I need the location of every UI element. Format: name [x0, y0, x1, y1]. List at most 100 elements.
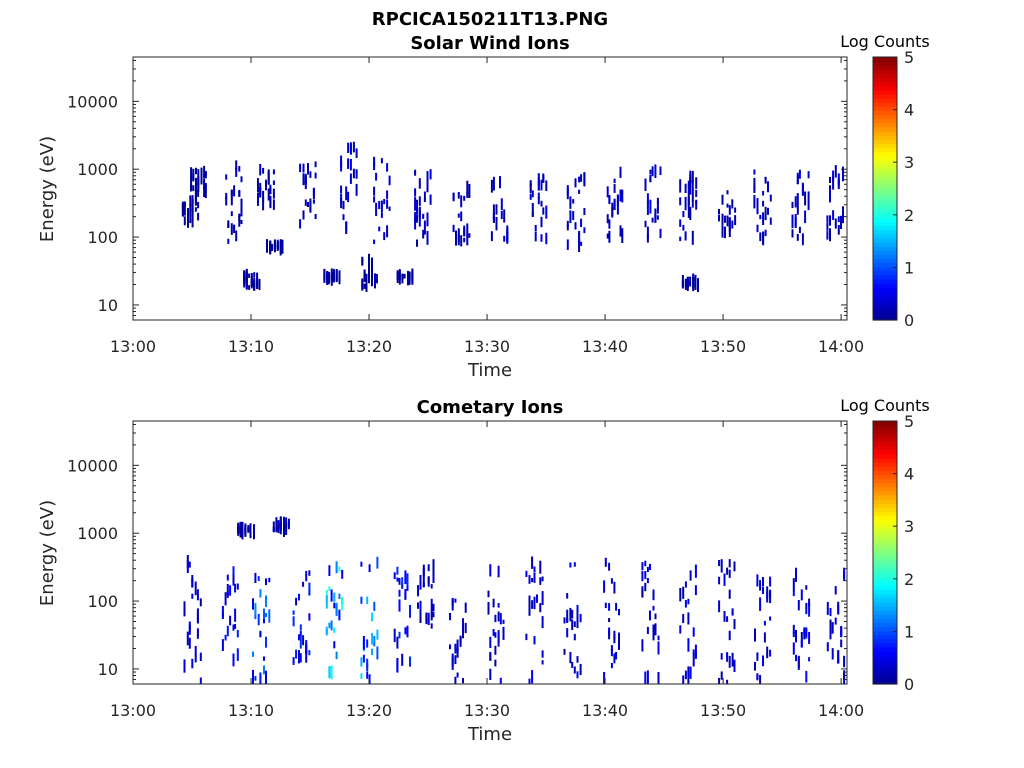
heatmap-cell [430, 623, 433, 629]
heatmap-cell [259, 187, 262, 198]
heatmap-cell [692, 277, 695, 289]
heatmap-cell [196, 608, 199, 623]
heatmap-cell [427, 564, 430, 572]
heatmap-cell [460, 195, 463, 208]
heatmap-cell [615, 651, 618, 660]
heatmap-cell [375, 273, 378, 283]
heatmap-cell [541, 660, 544, 665]
heatmap-cell [191, 195, 194, 200]
heatmap-cell [689, 276, 692, 284]
heatmap-cell [368, 564, 371, 572]
heatmap-cell [692, 649, 695, 654]
heatmap-cell [489, 636, 492, 648]
heatmap-cell [203, 185, 206, 198]
heatmap-cell [221, 639, 224, 651]
colorbar-swatch [873, 593, 897, 599]
colorbar-swatch [873, 270, 897, 276]
heatmap-cell [646, 226, 649, 239]
heatmap-cell [199, 598, 202, 607]
heatmap-cell [328, 666, 331, 679]
heatmap-cell [583, 173, 586, 187]
heatmap-cell [566, 224, 569, 231]
heatmap-cell [796, 172, 799, 185]
heatmap-cell [192, 168, 195, 182]
heatmap-cell [808, 631, 811, 644]
heatmap-cell [292, 616, 295, 627]
heatmap-cell [378, 201, 381, 210]
heatmap-cell [451, 599, 454, 611]
heatmap-cell [569, 204, 572, 209]
colorbar-swatch [873, 614, 897, 619]
heatmap-cell [837, 605, 840, 615]
heatmap-cell [426, 230, 429, 245]
heatmap-cell [186, 636, 189, 646]
heatmap-cell [695, 199, 698, 205]
heatmap-cell [409, 656, 411, 667]
colorbar-swatch [873, 630, 897, 636]
colorbar-swatch [873, 482, 897, 488]
heatmap-cell [422, 573, 425, 588]
heatmap-cell [842, 206, 844, 212]
colorbar-tick-label: 3 [904, 153, 914, 172]
heatmap-cell [646, 234, 649, 243]
heatmap-cell [235, 230, 238, 242]
x-tick-label: 14:00 [818, 337, 864, 356]
heatmap-cell [651, 217, 654, 223]
heatmap-cell [378, 226, 381, 232]
heatmap-cell [769, 649, 772, 657]
heatmap-cell [528, 678, 531, 684]
heatmap-cell [375, 172, 378, 181]
heatmap-cell [187, 209, 189, 220]
heatmap-cell [253, 272, 256, 278]
heatmap-cell [252, 651, 254, 657]
x-tick-label: 13:30 [464, 337, 510, 356]
x-tick-label: 13:10 [228, 337, 274, 356]
heatmap-cell [499, 176, 501, 186]
heatmap-cell [531, 578, 534, 583]
heatmap-cell [305, 640, 308, 654]
heatmap-cell [245, 278, 248, 290]
heatmap-cell [686, 276, 689, 287]
heatmap-cell [366, 671, 369, 679]
heatmap-cell [487, 602, 490, 615]
heatmap-cell [573, 621, 576, 627]
colorbar-swatch [873, 303, 897, 309]
heatmap-cell [613, 198, 616, 210]
colorbar-swatch [873, 610, 897, 615]
heatmap-cell [545, 232, 548, 245]
heatmap-cell [432, 611, 435, 618]
heatmap-cell [416, 214, 418, 223]
heatmap-cell [797, 600, 800, 611]
heatmap-cell [726, 190, 729, 195]
heatmap-cell [641, 562, 644, 571]
colorbar-swatch [873, 425, 897, 430]
heatmap-cell [398, 599, 401, 612]
heatmap-cell [263, 608, 265, 619]
heatmap-cell [186, 631, 189, 638]
heatmap-cell [618, 632, 620, 646]
heatmap-cell [456, 647, 459, 658]
heatmap-cell [569, 196, 572, 205]
heatmap-cell [807, 191, 810, 203]
heatmap-cell [684, 183, 687, 193]
colorbar-swatch [873, 560, 897, 566]
heatmap-cell [694, 585, 697, 596]
heatmap-cell [259, 630, 262, 638]
colorbar-swatch [873, 429, 897, 434]
heatmap-cell [684, 581, 687, 588]
heatmap-cell [540, 216, 543, 228]
colorbar-swatch [873, 114, 897, 120]
heatmap-cell [792, 631, 795, 638]
heatmap-cell [728, 559, 731, 568]
heatmap-cell [383, 199, 386, 205]
heatmap-cell [204, 183, 207, 193]
colorbar-swatch [873, 486, 897, 492]
heatmap-cell [281, 239, 284, 254]
colorbar-swatch [873, 618, 897, 623]
x-axis-ticks: 13:00 13:10 13:20 13:30 13:40 13:50 14:00 [110, 57, 864, 356]
heatmap-cell [619, 166, 622, 173]
heatmap-cell [539, 603, 542, 613]
heatmap-cell [529, 180, 532, 187]
heatmap-cell [756, 224, 759, 233]
colorbar-swatch [873, 589, 897, 595]
